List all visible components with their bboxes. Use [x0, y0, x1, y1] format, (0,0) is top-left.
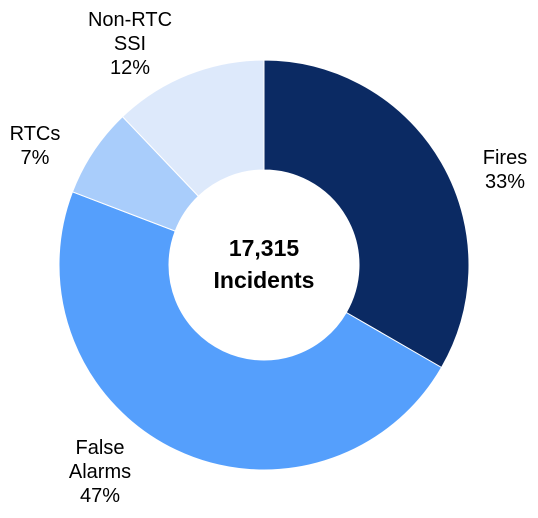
- slice-label: Non-RTC SSI 12%: [85, 8, 175, 80]
- slice-label: False Alarms 47%: [45, 436, 155, 508]
- category-label: Non-RTC SSI: [87, 9, 173, 55]
- center-label: 17,315 Incidents: [214, 232, 315, 296]
- center-value: 17,315: [228, 235, 300, 261]
- percent-label: 7%: [20, 147, 50, 169]
- slice-label: Fires 33%: [465, 146, 538, 194]
- donut-slice: [263, 59, 470, 369]
- slice-label: RTCs 7%: [0, 122, 70, 170]
- category-label: Fires: [482, 147, 528, 169]
- percent-label: 12%: [109, 57, 151, 79]
- donut-slice: [121, 59, 265, 197]
- donut-slice: [58, 191, 443, 471]
- percent-label: 47%: [79, 485, 121, 507]
- category-label: RTCs: [9, 123, 61, 145]
- center-caption: Incidents: [213, 267, 315, 293]
- category-label: False Alarms: [68, 437, 132, 483]
- percent-label: 33%: [484, 171, 526, 193]
